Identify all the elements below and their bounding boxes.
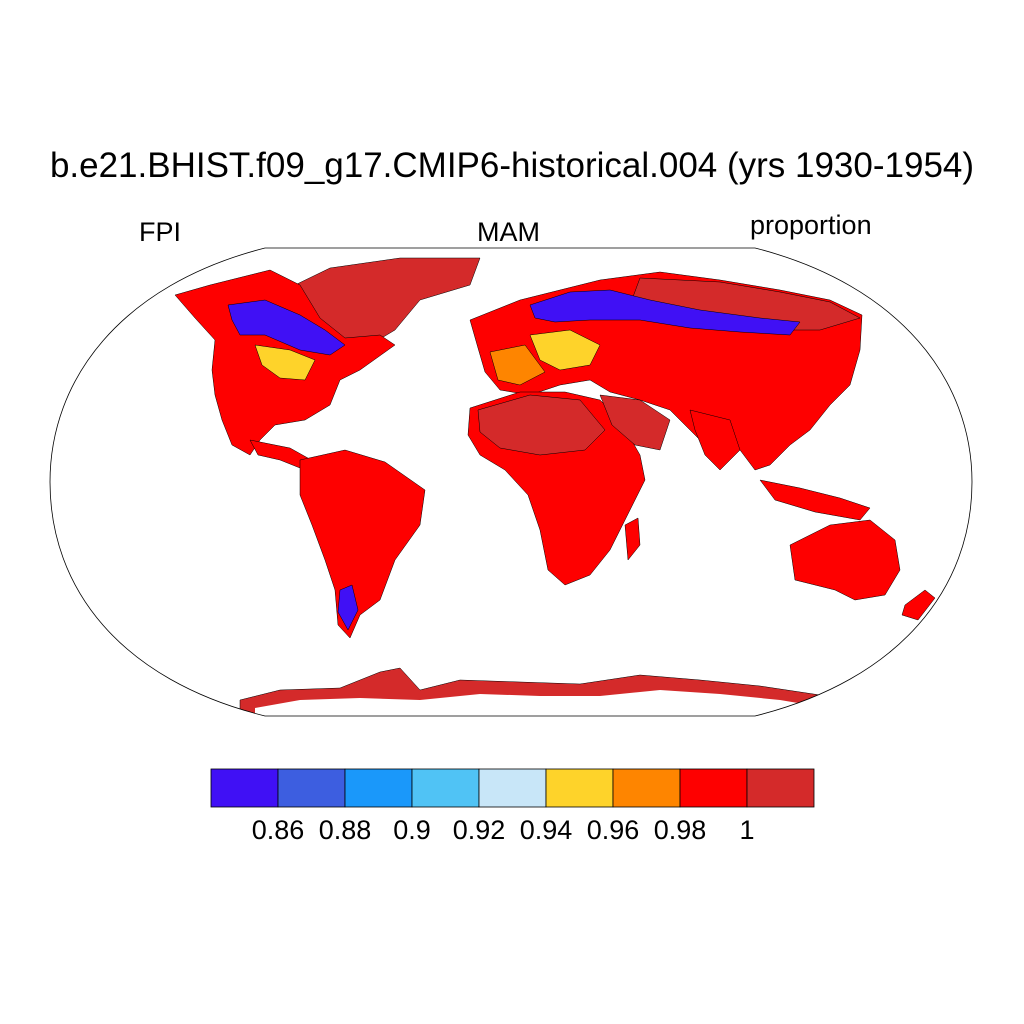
colorbar-swatch [612,768,681,808]
indonesia [759,479,871,521]
colorbar-tick-label: 0.92 [452,815,506,845]
colorbar-tick-label: 0.86 [251,815,305,845]
australia [789,519,901,601]
colorbar-tick-label: 0.98 [653,815,707,845]
plot-title: b.e21.BHIST.f09_g17.CMIP6-historical.004… [49,146,975,185]
map-frame [49,247,973,717]
colorbar-swatch [478,768,547,808]
eurasia-orange [529,329,601,371]
north-america-orange [254,344,316,381]
colorbar-tick-label: 0.88 [318,815,372,845]
india [689,409,741,471]
europe-orange [489,344,546,386]
eurasia-blue [529,289,801,336]
colorbar [210,768,815,808]
south-america-blue [337,584,359,631]
left-subtitle: FPI [139,217,182,247]
south-america [299,449,426,639]
land-layer [174,257,936,716]
arabia-ice [599,394,671,451]
colorbar-tick-label: 0.9 [393,815,431,845]
colorbar-swatch [411,768,480,808]
colorbar-swatch [746,768,815,808]
center-subtitle: MAM [477,217,540,247]
colorbar-tick-label: 1 [739,815,755,845]
antarctica-interior [255,690,840,716]
right-subtitle: proportion [750,210,872,240]
colorbar-swatch [545,768,614,808]
colorbar-tick-label: 0.94 [519,815,573,845]
new-zealand [901,589,936,621]
colorbar-swatch [210,768,279,808]
colorbar-swatch [277,768,346,808]
colorbar-tick-label: 0.96 [586,815,640,845]
colorbar-swatch [679,768,748,808]
sahara-ice [477,394,606,456]
madagascar [624,517,641,561]
north-america-blue [227,299,346,356]
colorbar-swatch [344,768,413,808]
